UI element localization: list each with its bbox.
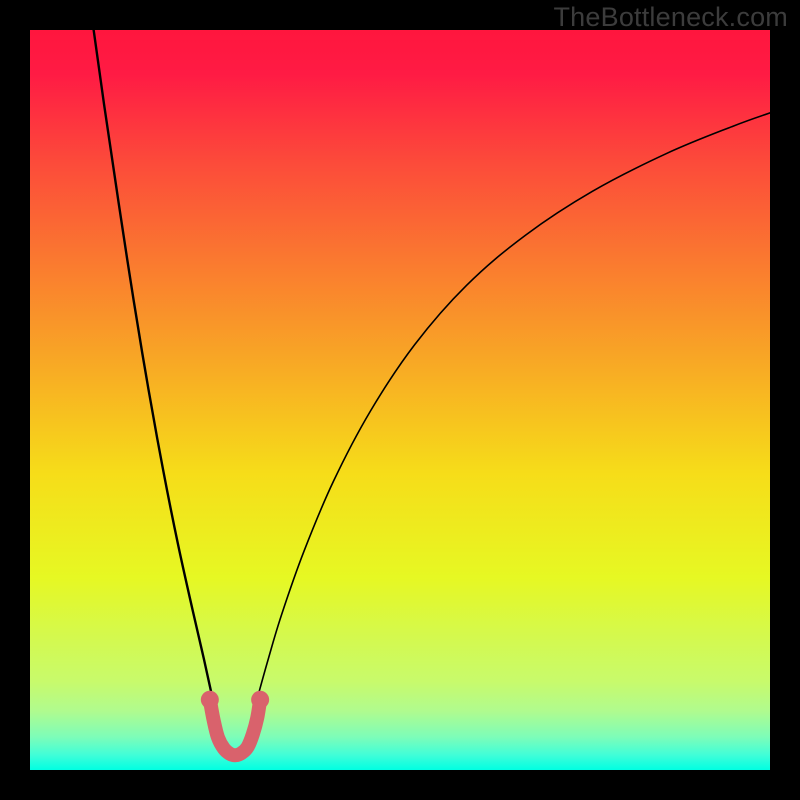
chart-svg	[30, 30, 770, 770]
valley-dot-left	[201, 691, 219, 709]
watermark-text: TheBottleneck.com	[553, 2, 788, 33]
plot-area	[30, 30, 770, 770]
gradient-background	[30, 30, 770, 770]
valley-dot-right	[251, 691, 269, 709]
watermark-row: TheBottleneck.com	[30, 0, 800, 30]
